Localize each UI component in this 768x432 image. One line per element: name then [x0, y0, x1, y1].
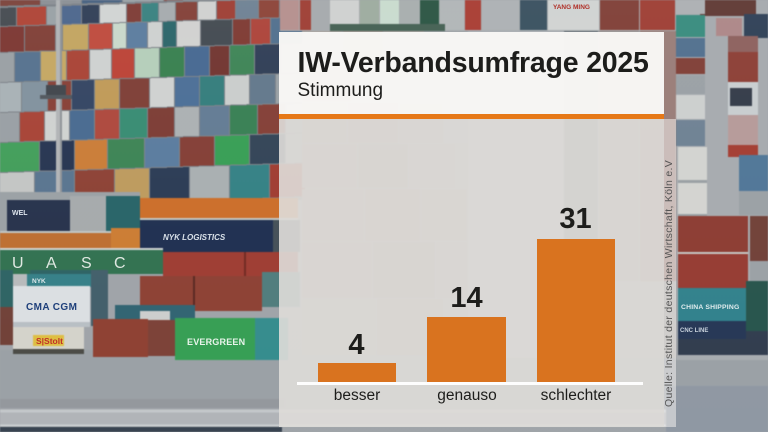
svg-text:WEL: WEL: [12, 210, 28, 217]
svg-text:S|Stolt: S|Stolt: [36, 336, 63, 346]
svg-text:CHINA SHIPPING: CHINA SHIPPING: [681, 304, 739, 311]
svg-text:NYK: NYK: [32, 278, 46, 285]
svg-text:CMA CGM: CMA CGM: [26, 302, 77, 313]
svg-text:CNC LINE: CNC LINE: [680, 328, 708, 334]
svg-text:EVERGREEN: EVERGREEN: [187, 337, 245, 347]
svg-text:NYK LOGISTICS: NYK LOGISTICS: [163, 233, 226, 242]
svg-text:Quelle: Institut der deutschen: Quelle: Institut der deutschen Wirtschaf…: [663, 160, 675, 407]
svg-text:YANG MING: YANG MING: [553, 4, 590, 11]
